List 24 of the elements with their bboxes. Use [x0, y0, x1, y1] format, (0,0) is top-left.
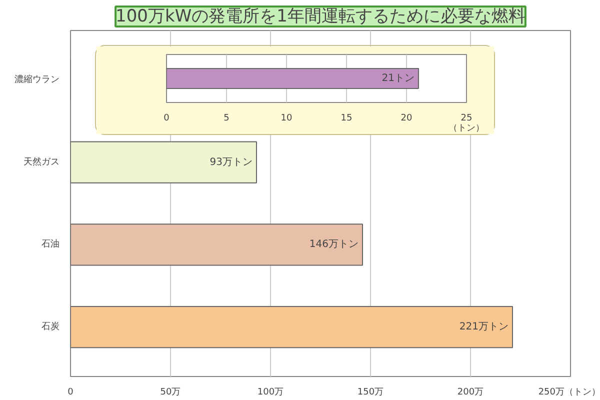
bar [70, 224, 363, 266]
x-axis-title: （トン） [448, 124, 484, 134]
x-tick-label: 0 [68, 388, 74, 398]
bar [70, 141, 257, 184]
x-tick-label: 10 [280, 114, 292, 124]
y-tick-label: 天然ガス [24, 156, 60, 168]
x-tick-label: 100万 [257, 388, 284, 398]
x-tick-label: 0 [164, 114, 170, 124]
data-label: 146万トン [309, 239, 359, 250]
bar [70, 306, 513, 348]
data-label: 93万トン [210, 156, 253, 168]
x-tick-label: 50万 [160, 388, 181, 398]
data-label: 221万トン [459, 322, 509, 333]
x-tick-label: 200万 [457, 388, 484, 398]
x-tick-label: 250万（トン） [538, 388, 600, 398]
x-tick-label: 25 [460, 114, 472, 124]
y-tick-label: 石油 [42, 238, 60, 250]
x-tick-label: 5 [224, 114, 230, 124]
y-tick-label: 濃縮ウラン [14, 74, 60, 85]
x-tick-label: 150万 [357, 388, 384, 398]
data-label: 21トン [382, 73, 415, 84]
x-tick-label: 20 [400, 114, 412, 124]
y-tick-label: 石炭 [42, 321, 60, 332]
x-tick-label: 15 [340, 114, 352, 124]
